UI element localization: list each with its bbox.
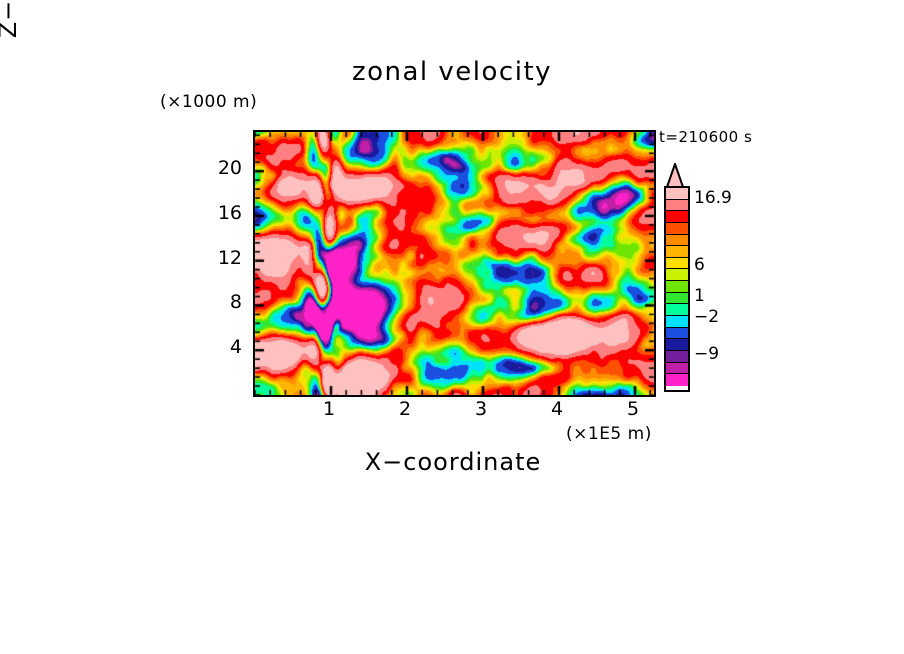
colorbar-segment [666,339,688,351]
x-axis-title: X−coordinate [364,448,542,476]
colorbar [664,186,690,392]
y-axis-title: Z−coordinate [0,0,22,160]
x-tick-label: 5 [626,398,640,420]
x-tick-label: 3 [474,398,488,420]
colorbar-segment [666,257,688,270]
y-tick-label: 20 [217,157,242,180]
colorbar-segments [666,188,688,390]
colorbar-segment [666,304,688,317]
y-tick-label: 8 [229,291,242,314]
x-tick-label: 4 [550,398,564,420]
colorbar-segment [666,374,688,386]
colorbar-segment [666,246,688,258]
colorbar-segment [666,362,688,375]
x-axis-unit-label: (×1E5 m) [566,424,652,444]
timestamp-label: t=210600 s [659,128,753,146]
colorbar-tick-label: 1 [694,286,705,306]
contour-plot-area [253,130,656,397]
y-tick-label: 4 [229,336,242,359]
x-tick-label: 1 [322,398,336,420]
colorbar-segment [666,281,688,293]
y-axis-unit-label: (×1000 m) [160,92,258,112]
contour-field-canvas [255,132,654,395]
colorbar-segment [666,199,688,212]
colorbar-tick-label: −2 [694,307,720,327]
colorbar-segment [666,188,688,200]
colorbar-top-arrow-icon [665,163,685,188]
colorbar-tick-label: 6 [694,255,705,275]
colorbar-tick-label: −9 [694,344,720,364]
colorbar-segment [666,211,688,223]
colorbar-segment [666,269,688,282]
colorbar-segment [666,222,688,235]
colorbar-segment [666,350,688,363]
colorbar-tick-label: 16.9 [694,188,732,208]
y-tick-label: 16 [217,201,242,224]
colorbar-segment [666,292,688,305]
page-title: zonal velocity [351,57,553,87]
colorbar-segment [666,316,688,328]
colorbar-segment [666,234,688,247]
colorbar-segment [666,327,688,340]
x-tick-label: 2 [398,398,412,420]
y-tick-label: 12 [217,246,242,269]
